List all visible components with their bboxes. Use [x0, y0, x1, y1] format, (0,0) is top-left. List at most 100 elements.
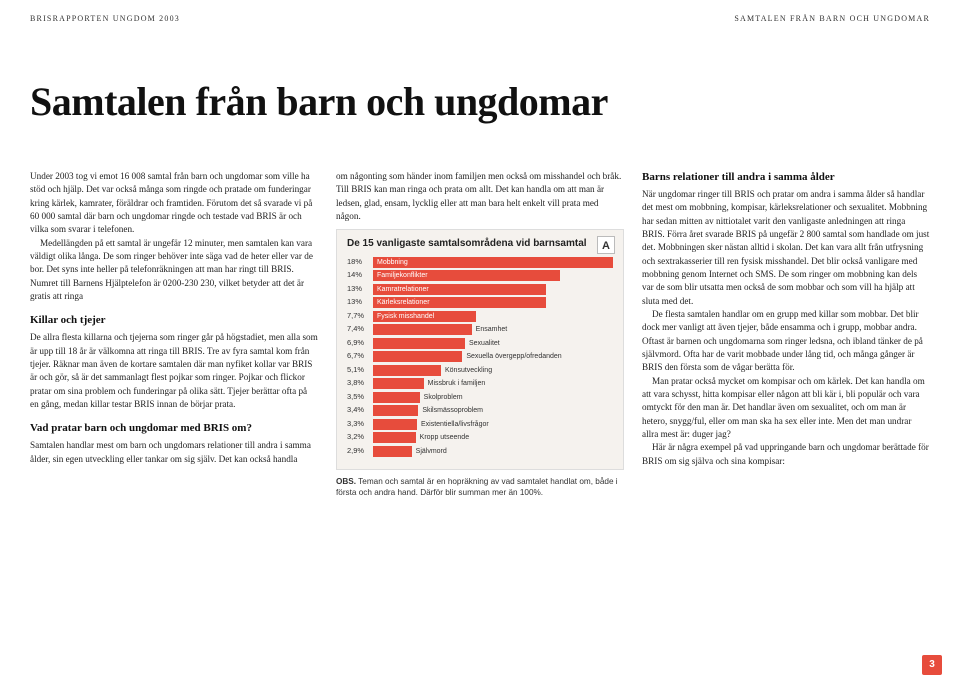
bar-label: Existentiella/livsfrågor: [417, 419, 489, 430]
chart-rows: 18% Mobbning 14% Familjekonflikter 13% Kamrat…: [347, 257, 613, 457]
col3-sub1: Barns relationer till andra i samma ålde…: [642, 170, 930, 186]
bar-fill: [373, 392, 420, 403]
col1-p4: Samtalen handlar mest om barn och ungdom…: [30, 439, 318, 466]
bar-track: Missbruk i familjen: [373, 378, 613, 389]
bar-pct: 3,2%: [347, 432, 373, 443]
bar-fill: [373, 365, 441, 376]
bar-label: Könsutveckling: [441, 365, 492, 376]
col3-p1: När ungdomar ringer till BRIS och pratar…: [642, 188, 930, 308]
bar-row: 3,4% Skilsmässoproblem: [347, 405, 613, 416]
col1-p3: De allra flesta killarna och tjejerna so…: [30, 331, 318, 411]
obs-text: Teman och samtal är en hopräkning av vad…: [336, 477, 618, 497]
bar-row: 5,1% Könsutveckling: [347, 365, 613, 376]
bar-fill: Fysisk misshandel: [373, 311, 476, 322]
bar-track: Könsutveckling: [373, 365, 613, 376]
bar-track: Kärleksrelationer: [373, 297, 613, 308]
bar-track: Sexualitet: [373, 338, 613, 349]
bar-fill: [373, 351, 462, 362]
col1-sub1: Killar och tjejer: [30, 313, 318, 329]
bar-pct: 7,7%: [347, 311, 373, 322]
page-number: 3: [922, 655, 942, 675]
bar-track: Mobbning: [373, 257, 613, 268]
bar-label: Skilsmässoproblem: [418, 405, 483, 416]
bar-track: Fysisk misshandel: [373, 311, 613, 322]
chart-box: A De 15 vanligaste samtalsområdena vid b…: [336, 229, 624, 470]
bar-pct: 14%: [347, 270, 373, 281]
bar-row: 13% Kamratrelationer: [347, 284, 613, 295]
bar-row: 14% Familjekonflikter: [347, 270, 613, 281]
col1-sub2: Vad pratar barn och ungdomar med BRIS om…: [30, 421, 318, 437]
bar-pct: 3,3%: [347, 419, 373, 430]
col3-p2: De flesta samtalen handlar om en grupp m…: [642, 308, 930, 375]
chart-obs: OBS. Teman och samtal är en hopräkning a…: [336, 476, 624, 498]
bar-label: Självmord: [412, 446, 447, 457]
bar-fill: Kamratrelationer: [373, 284, 546, 295]
column-2: om någonting som händer inom familjen me…: [336, 170, 624, 499]
bar-fill: [373, 405, 418, 416]
bar-pct: 13%: [347, 297, 373, 308]
column-1: Under 2003 tog vi emot 16 008 samtal frå…: [30, 170, 318, 499]
bar-label: Mobbning: [377, 257, 408, 268]
bar-track: Ensamhet: [373, 324, 613, 335]
bar-track: Familjekonflikter: [373, 270, 613, 281]
bar-row: 6,9% Sexualitet: [347, 338, 613, 349]
col2-p1: om någonting som händer inom familjen me…: [336, 170, 624, 223]
bar-track: Kropp utseende: [373, 432, 613, 443]
bar-fill: [373, 446, 412, 457]
bar-row: 7,4% Ensamhet: [347, 324, 613, 335]
bar-fill: [373, 378, 424, 389]
bar-fill: [373, 419, 417, 430]
bar-pct: 7,4%: [347, 324, 373, 335]
bar-track: Skolproblem: [373, 392, 613, 403]
bar-label: Fysisk misshandel: [377, 311, 434, 322]
column-3: Barns relationer till andra i samma ålde…: [642, 170, 930, 499]
bar-label: Familjekonflikter: [377, 270, 428, 281]
bar-pct: 6,9%: [347, 338, 373, 349]
bar-label: Sexuella övergepp/ofredanden: [462, 351, 561, 362]
bar-track: Självmord: [373, 446, 613, 457]
bar-pct: 6,7%: [347, 351, 373, 362]
bar-label: Skolproblem: [420, 392, 463, 403]
bar-fill: Mobbning: [373, 257, 613, 268]
bar-pct: 13%: [347, 284, 373, 295]
col1-p2: Medellängden på ett samtal är ungefär 12…: [30, 237, 318, 304]
col3-p3: Man pratar också mycket om kompisar och …: [642, 375, 930, 442]
bar-label: Kamratrelationer: [377, 284, 429, 295]
bar-row: 3,3% Existentiella/livsfrågor: [347, 419, 613, 430]
chart-title: De 15 vanligaste samtalsområdena vid bar…: [347, 238, 613, 251]
bar-row: 3,2% Kropp utseende: [347, 432, 613, 443]
bar-pct: 3,8%: [347, 378, 373, 389]
bar-pct: 18%: [347, 257, 373, 268]
body-columns: Under 2003 tog vi emot 16 008 samtal frå…: [30, 170, 930, 499]
bar-row: 3,8% Missbruk i familjen: [347, 378, 613, 389]
bar-label: Kropp utseende: [416, 432, 469, 443]
chart-badge: A: [597, 236, 615, 254]
bar-fill: [373, 324, 472, 335]
bar-track: Skilsmässoproblem: [373, 405, 613, 416]
bar-track: Sexuella övergepp/ofredanden: [373, 351, 613, 362]
bar-label: Missbruk i familjen: [424, 378, 486, 389]
header-left: BRISRAPPORTEN UNGDOM 2003: [30, 14, 180, 23]
bar-row: 2,9% Självmord: [347, 446, 613, 457]
bar-label: Kärleksrelationer: [377, 297, 430, 308]
bar-label: Ensamhet: [472, 324, 508, 335]
header-right: SAMTALEN FRÅN BARN OCH UNGDOMAR: [734, 14, 930, 23]
bar-row: 3,5% Skolproblem: [347, 392, 613, 403]
bar-pct: 2,9%: [347, 446, 373, 457]
col1-p1: Under 2003 tog vi emot 16 008 samtal frå…: [30, 170, 318, 237]
bar-row: 13% Kärleksrelationer: [347, 297, 613, 308]
bar-fill: [373, 432, 416, 443]
bar-pct: 3,5%: [347, 392, 373, 403]
bar-fill: Kärleksrelationer: [373, 297, 546, 308]
bar-fill: Familjekonflikter: [373, 270, 560, 281]
bar-track: Kamratrelationer: [373, 284, 613, 295]
page-title: Samtalen från barn och ungdomar: [30, 78, 608, 125]
bar-pct: 3,4%: [347, 405, 373, 416]
bar-row: 18% Mobbning: [347, 257, 613, 268]
bar-track: Existentiella/livsfrågor: [373, 419, 613, 430]
bar-fill: [373, 338, 465, 349]
bar-row: 7,7% Fysisk misshandel: [347, 311, 613, 322]
bar-row: 6,7% Sexuella övergepp/ofredanden: [347, 351, 613, 362]
bar-label: Sexualitet: [465, 338, 500, 349]
bar-pct: 5,1%: [347, 365, 373, 376]
